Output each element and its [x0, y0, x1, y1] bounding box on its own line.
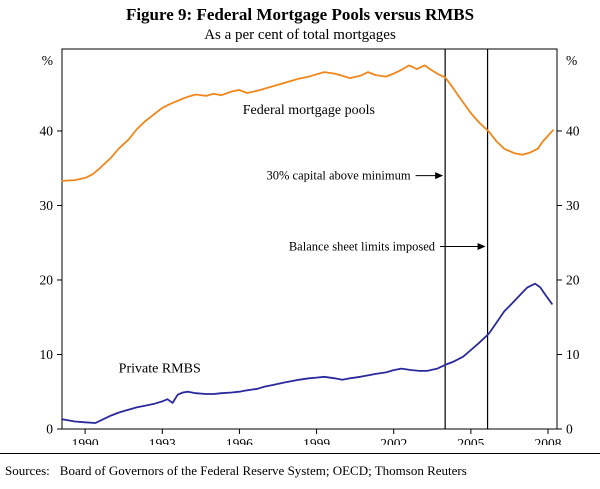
annotation-label: 30% capital above minimum	[267, 169, 411, 183]
x-tick-label: 2008	[535, 436, 562, 445]
x-tick-label: 1993	[149, 436, 176, 445]
y-tick-label-right: 20	[566, 273, 580, 288]
y-tick-label-left: 0	[46, 422, 53, 437]
figure-subtitle: As a per cent of total mortgages	[204, 27, 396, 44]
annotation-arrow-head	[477, 243, 486, 251]
sources-text: Board of Governors of the Federal Reserv…	[59, 463, 467, 479]
y-axis-unit-left: %	[42, 53, 53, 68]
series-line-federal-mortgage-pools	[61, 64, 554, 183]
annotation-arrow-head	[435, 172, 444, 180]
series-label-federal-mortgage-pools: Federal mortgage pools	[243, 103, 375, 118]
x-tick-label: 2002	[380, 436, 407, 445]
y-tick-label-left: 30	[40, 198, 54, 213]
plot-frame	[61, 48, 558, 430]
x-tick-label: 1999	[303, 436, 330, 445]
y-tick-label-right: 40	[566, 124, 580, 139]
chart-svg: 0 0 10 10 20 20 30 30 40 40% % 1990 1993 1996 1999 2002…	[40, 48, 580, 445]
sources-line: Sources: Board of Governors of the Federa…	[0, 453, 600, 479]
y-tick-label-right: 10	[566, 347, 580, 362]
y-axis-unit-right: %	[566, 53, 577, 68]
y-tick-label-right: 0	[566, 422, 573, 437]
annotation-label: Balance sheet limits imposed	[289, 240, 436, 254]
series-label-private-rmbs: Private RMBS	[119, 362, 201, 377]
y-tick-label-left: 20	[40, 273, 54, 288]
figure-title: Figure 9: Federal Mortgage Pools versus …	[125, 5, 475, 24]
series-line-private-rmbs	[61, 283, 553, 425]
y-tick-label-left: 10	[40, 347, 54, 362]
x-tick-label: 1990	[72, 436, 99, 445]
sources-label: Sources:	[5, 463, 50, 479]
y-tick-label-right: 30	[566, 198, 580, 213]
x-tick-label: 1996	[226, 436, 253, 445]
y-tick-label-left: 40	[40, 124, 54, 139]
x-tick-label: 2005	[457, 436, 484, 445]
